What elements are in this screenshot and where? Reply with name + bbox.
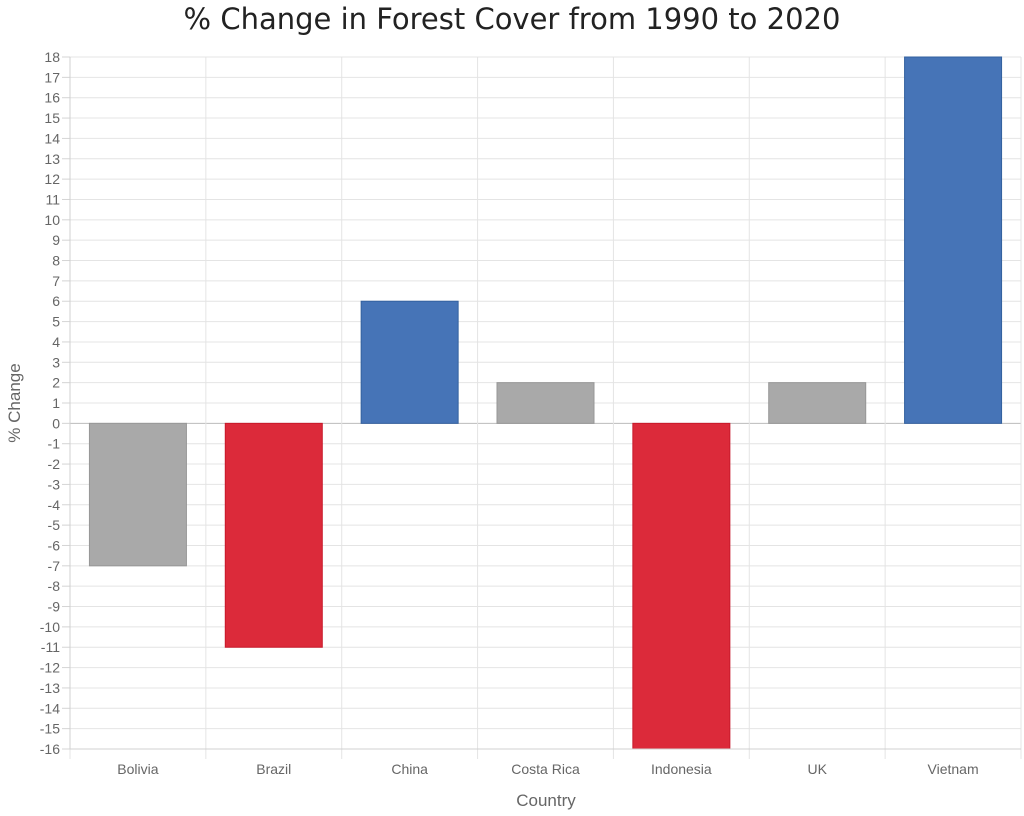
bar-brazil — [224, 422, 323, 648]
y-tick-label: -7 — [48, 558, 61, 574]
y-tick-label: -2 — [48, 456, 61, 472]
bar-costa-rica — [496, 382, 595, 424]
y-axis-title: % Change — [5, 363, 24, 442]
y-tick-label: -12 — [40, 660, 60, 676]
bar-indonesia — [632, 422, 731, 750]
y-tick-label: 7 — [52, 273, 60, 289]
x-tick-label: Bolivia — [117, 761, 158, 777]
y-tick-label: -5 — [48, 517, 61, 533]
y-tick-label: -8 — [48, 578, 61, 594]
y-tick-label: 8 — [52, 253, 60, 269]
bar-china — [360, 300, 459, 424]
y-tick-label: -15 — [40, 721, 60, 737]
bar-vietnam — [904, 56, 1003, 424]
y-tick-label: 10 — [44, 212, 60, 228]
y-tick-label: 15 — [44, 110, 60, 126]
y-tick-label: 18 — [44, 49, 60, 65]
axes — [62, 56, 1021, 750]
x-tick-label: UK — [807, 761, 827, 777]
y-tick-label: 12 — [44, 171, 60, 187]
y-tick-label: 5 — [52, 314, 60, 330]
y-tick-label: -10 — [40, 619, 60, 635]
y-tick-label: -1 — [48, 436, 61, 452]
bar-bolivia — [88, 422, 187, 567]
x-tick-label: China — [391, 761, 428, 777]
bar-uk — [768, 382, 867, 424]
y-tick-label: -11 — [41, 639, 60, 655]
y-tick-label: 16 — [44, 90, 60, 106]
y-tick-label: 2 — [52, 375, 60, 391]
y-tick-label: -16 — [40, 741, 60, 757]
x-axis-title: Country — [516, 791, 576, 810]
y-tick-label: 4 — [52, 334, 60, 350]
y-tick-label: -13 — [40, 680, 60, 696]
bars — [88, 56, 1003, 750]
y-tick-label: 11 — [45, 191, 60, 207]
y-tick-label: 17 — [44, 69, 60, 85]
x-tick-label: Vietnam — [928, 761, 979, 777]
y-tick-label: -4 — [48, 497, 61, 513]
y-tick-label: 3 — [52, 354, 60, 370]
y-tick-label: 0 — [52, 415, 60, 431]
y-tick-label: -9 — [48, 599, 61, 615]
x-tick-label: Costa Rica — [511, 761, 580, 777]
y-tick-label: -14 — [40, 700, 60, 716]
y-tick-label: 14 — [44, 130, 60, 146]
y-tick-label: 1 — [52, 395, 60, 411]
y-tick-label: 6 — [52, 293, 60, 309]
x-tick-labels: Bolivia Brazil China Costa Rica Indonesia UK V… — [117, 761, 978, 777]
x-tick-label: Brazil — [256, 761, 291, 777]
y-tick-label: -6 — [48, 537, 61, 553]
y-tick-label: 13 — [44, 151, 60, 167]
x-tick-label: Indonesia — [651, 761, 712, 777]
y-tick-labels: -16-15-14-13-12-11-10-9-8-7-6-5-4-3-2-10… — [40, 49, 60, 757]
y-tick-label: -3 — [48, 476, 61, 492]
y-tick-label: 9 — [52, 232, 60, 248]
chart-title: % Change in Forest Cover from 1990 to 20… — [183, 2, 841, 36]
